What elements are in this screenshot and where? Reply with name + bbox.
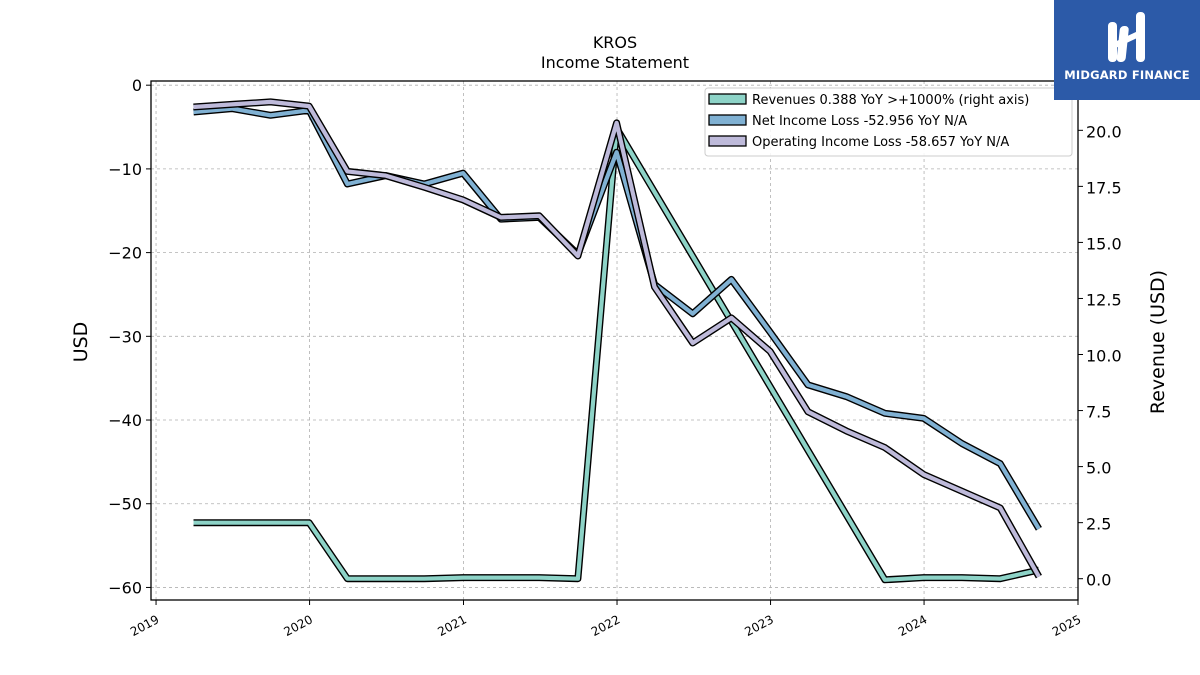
series-line-3 — [193, 99, 1041, 578]
right-y-tick-label: 17.5 — [1086, 178, 1122, 197]
legend-frame — [704, 87, 1073, 157]
right-y-axis: 0.0 2.5 5.0 7.5 10.0 12.5 15.0 17.5 20.0 — [1078, 122, 1122, 590]
legend-swatch — [708, 135, 747, 147]
y-tick-label: −40 — [108, 411, 142, 430]
series-line-1 — [193, 126, 1040, 582]
right-y-tick-label: 10.0 — [1086, 347, 1122, 366]
right-y-tick-label: 0.0 — [1086, 571, 1111, 590]
x-tick-label: 2023 — [742, 612, 776, 639]
x-axis: 2019 2020 2021 2022 2023 2024 2025 — [128, 600, 1083, 639]
x-tick-label: 2019 — [128, 612, 162, 639]
y-tick-label: −30 — [108, 327, 142, 346]
x-tick-label: 2022 — [589, 612, 623, 639]
right-y-tick-label: 5.0 — [1086, 459, 1111, 478]
right-y-tick-label: 15.0 — [1086, 234, 1122, 253]
midgard-finance-logo: MIDGARD FINANCE — [1054, 0, 1200, 100]
y-tick-label: −60 — [108, 578, 142, 597]
x-tick-label: 2025 — [1050, 612, 1084, 639]
y-axis-label: USD — [70, 322, 92, 363]
legend-swatch — [708, 93, 747, 105]
logo-text: MIDGARD FINANCE — [1064, 68, 1190, 82]
left-y-axis: 0 −10 −20 −30 −40 −50 −60 — [108, 76, 151, 597]
y-tick-label: −50 — [108, 495, 142, 514]
series-line-2 — [193, 106, 1041, 530]
x-tick-label: 2020 — [281, 612, 315, 639]
y-tick-label: −20 — [108, 244, 142, 263]
chart-subtitle: Income Statement — [541, 53, 689, 72]
x-tick-label: 2024 — [896, 612, 930, 639]
right-y-tick-label: 20.0 — [1086, 122, 1122, 141]
y-tick-label: −10 — [108, 160, 142, 179]
legend-label: Operating Income Loss -58.657 YoY N/A — [752, 135, 1009, 150]
logo-mark-icon — [1108, 12, 1145, 62]
legend-label: Revenues 0.388 YoY >+1000% (right axis) — [752, 93, 1029, 108]
right-y-tick-label: 2.5 — [1086, 515, 1111, 534]
right-y-tick-label: 12.5 — [1086, 290, 1122, 309]
series-lines — [193, 98, 1042, 584]
right-y-tick-label: 7.5 — [1086, 403, 1111, 422]
y-tick-label: 0 — [132, 76, 142, 95]
legend: Revenues 0.388 YoY >+1000% (right axis) N… — [704, 87, 1073, 157]
x-tick-label: 2021 — [435, 612, 469, 639]
right-y-axis-label: Revenue (USD) — [1147, 270, 1169, 414]
chart-title: KROS — [593, 33, 637, 52]
legend-label: Net Income Loss -52.956 YoY N/A — [752, 114, 967, 129]
series-line-1-outline — [193, 124, 1040, 584]
plot-frame — [150, 80, 1079, 601]
legend-swatch — [708, 114, 747, 126]
